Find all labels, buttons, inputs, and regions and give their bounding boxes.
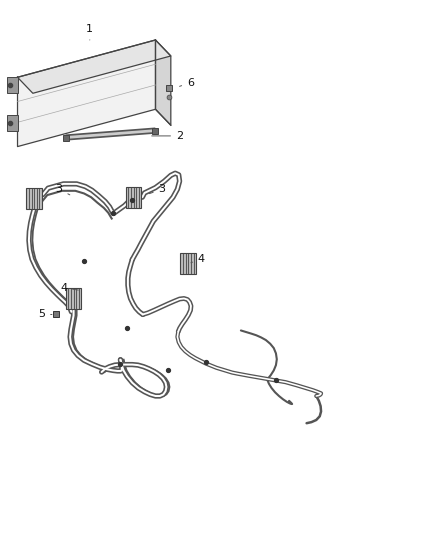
Text: 1: 1 xyxy=(86,25,93,40)
Polygon shape xyxy=(7,77,18,93)
Text: 4: 4 xyxy=(60,283,78,293)
Polygon shape xyxy=(18,40,171,93)
Text: 3: 3 xyxy=(56,184,70,195)
Bar xyxy=(180,253,196,274)
Text: 5: 5 xyxy=(38,310,52,319)
Bar xyxy=(26,188,42,209)
Text: 4: 4 xyxy=(191,254,205,263)
Text: 6: 6 xyxy=(180,78,194,87)
Bar xyxy=(126,187,141,208)
Polygon shape xyxy=(155,40,171,125)
Polygon shape xyxy=(18,40,155,147)
Polygon shape xyxy=(7,115,18,131)
Text: 2: 2 xyxy=(152,131,183,141)
Text: 3: 3 xyxy=(149,184,166,194)
Bar xyxy=(66,288,81,309)
